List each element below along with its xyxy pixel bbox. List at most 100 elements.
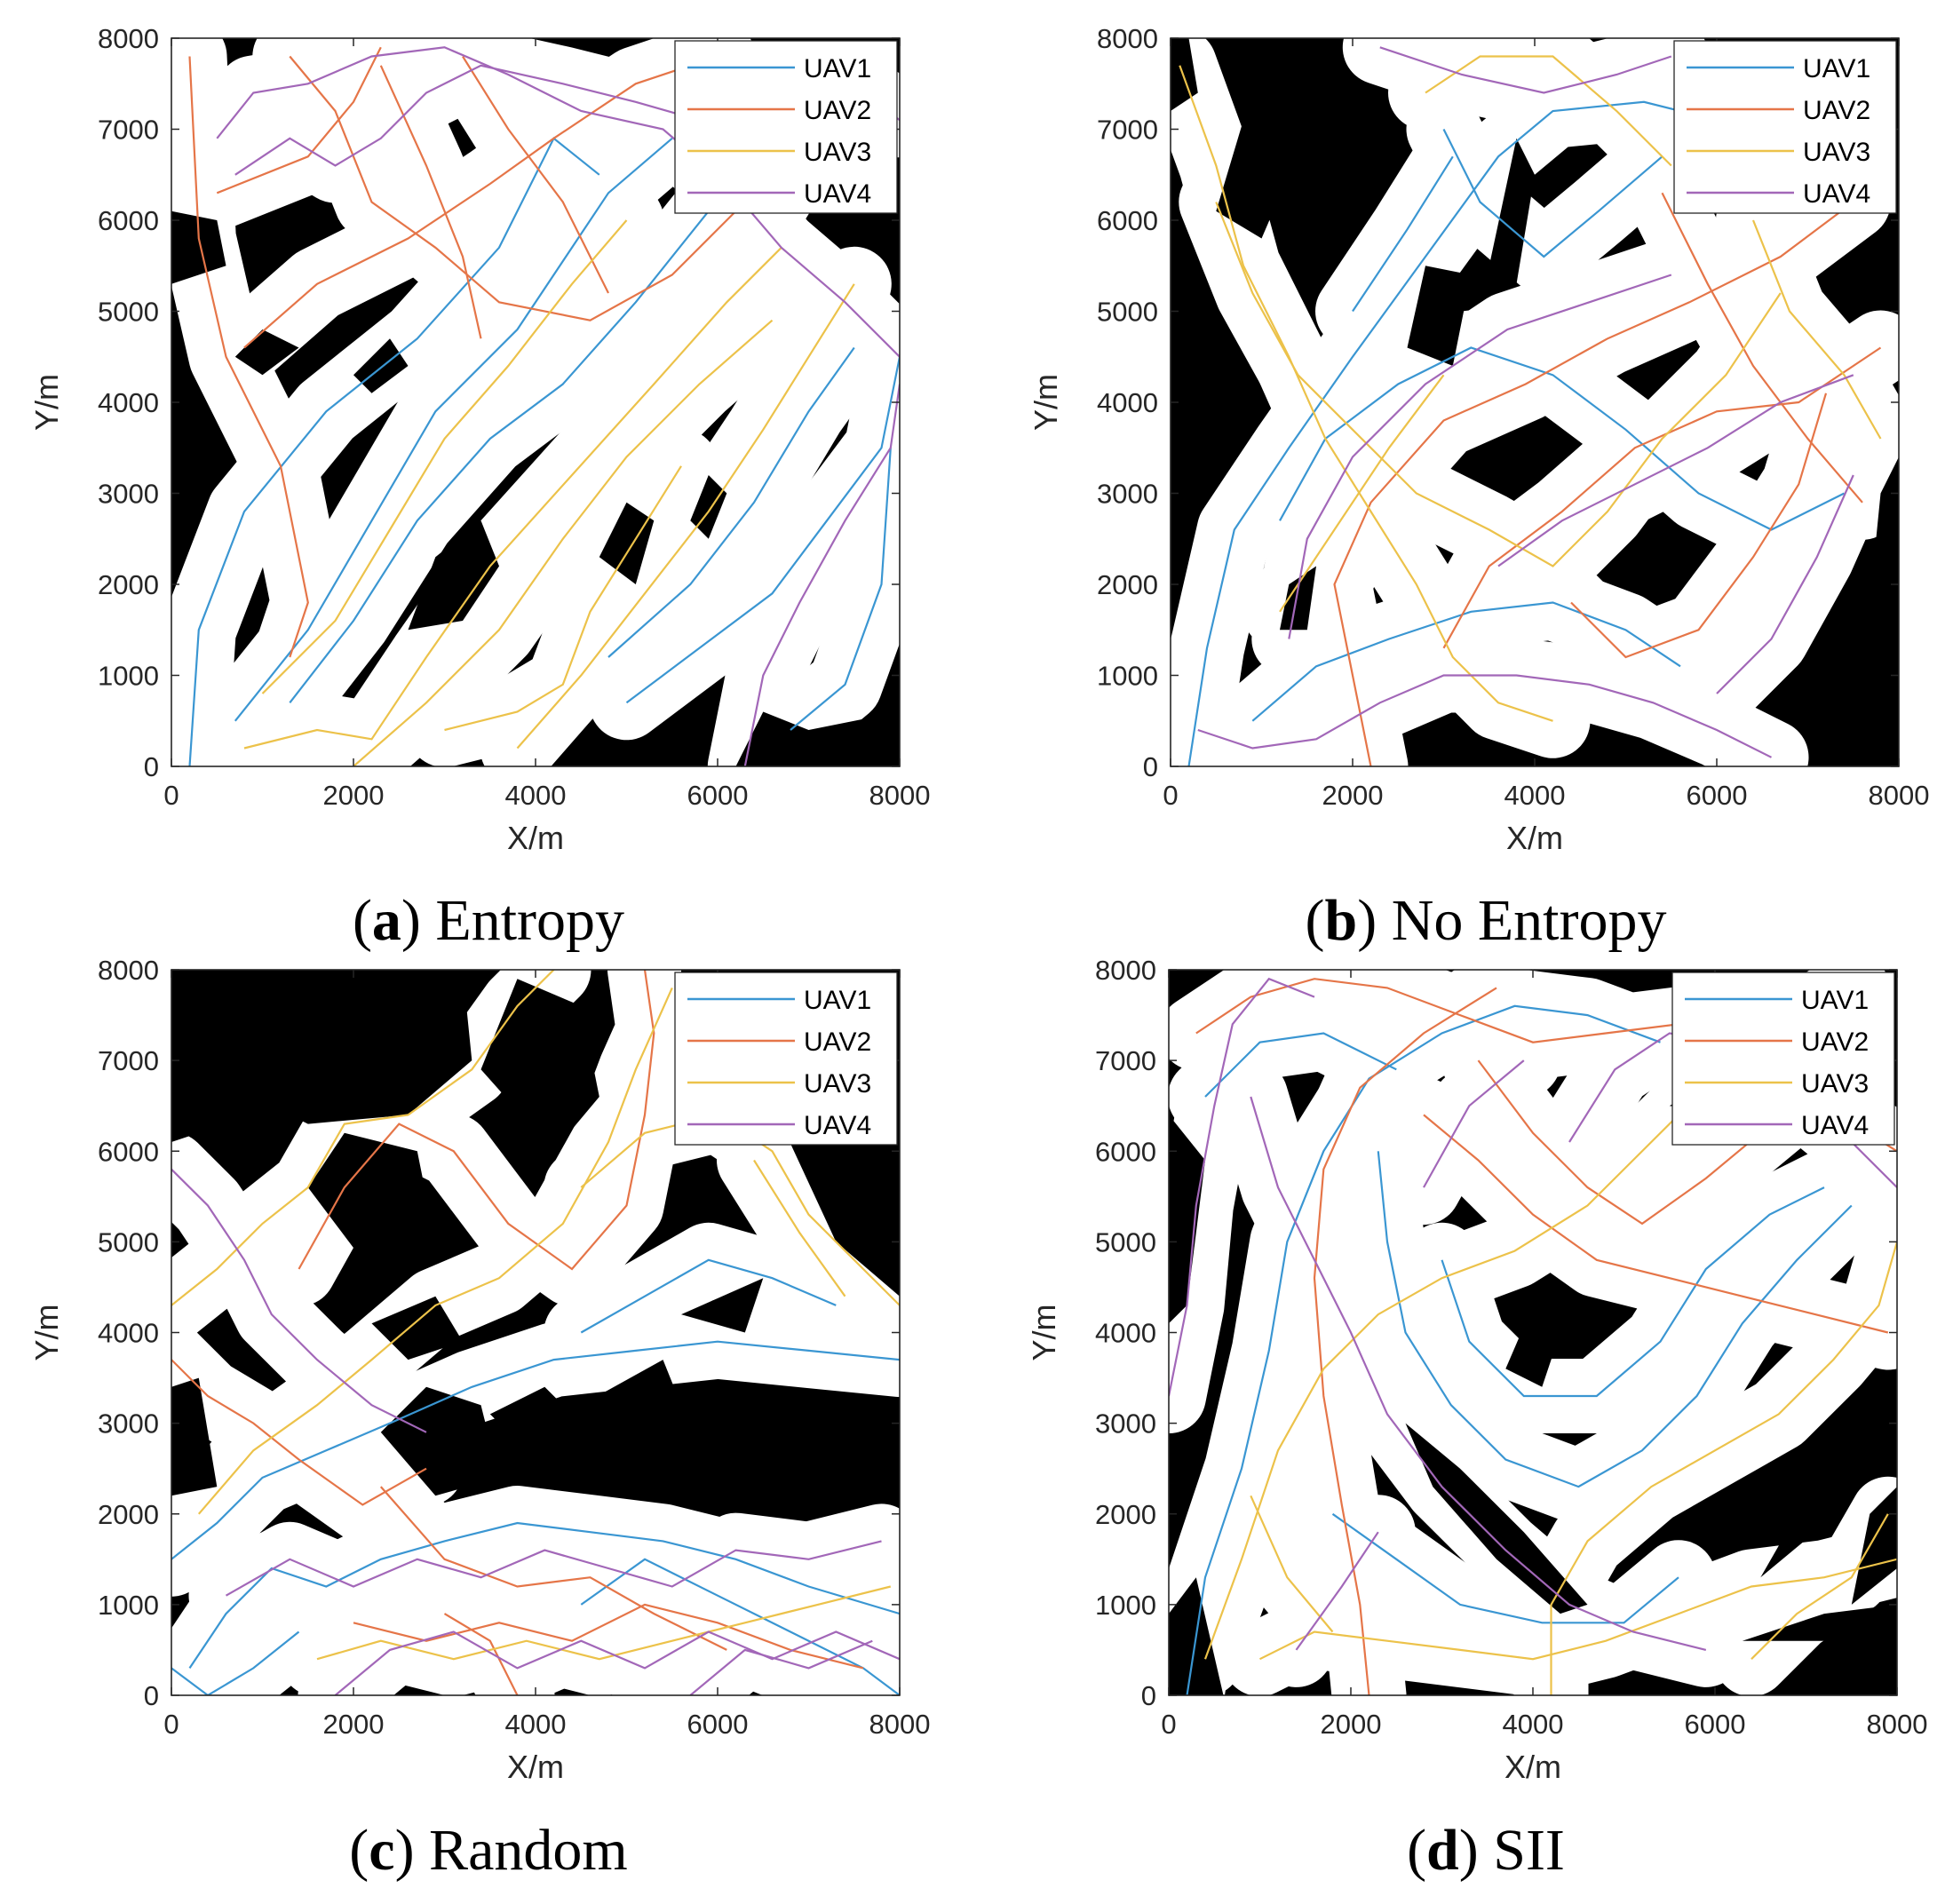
uncovered-pocket	[681, 1278, 764, 1333]
caption-open-paren: (	[1407, 1818, 1426, 1883]
trajectory-uav3	[1751, 1513, 1889, 1660]
y-tick-label: 5000	[98, 297, 159, 328]
trajectory-uav4	[225, 1540, 882, 1597]
uncovered-pocket	[1216, 120, 1290, 239]
legend-box	[1671, 972, 1895, 1146]
uncovered-pockets	[1169, 1078, 1897, 1695]
x-tick-label: 4000	[1503, 1709, 1564, 1740]
y-tick-label: 5000	[98, 1226, 159, 1257]
trajectory-uav3	[353, 319, 774, 766]
uncovered-pocket	[1171, 38, 1198, 111]
trajectory-uav2	[216, 46, 382, 194]
legend: UAV1 UAV2 UAV3 UAV4	[1673, 40, 1897, 214]
trajectory-uav3	[197, 987, 673, 1515]
y-tick-label: 4000	[1097, 387, 1158, 418]
trajectory-uav4	[234, 64, 700, 176]
trajectory-uav3	[1425, 55, 1672, 167]
y-tick-label: 3000	[1097, 479, 1158, 510]
y-axis-label: Y/m	[28, 374, 65, 431]
legend-label-uav3: UAV3	[1801, 1069, 1869, 1099]
uncovered-pocket	[1270, 47, 1353, 111]
trajectory-uav2	[379, 1486, 727, 1651]
trajectory-uav3	[1215, 202, 1782, 567]
y-tick-label: 6000	[98, 205, 159, 236]
y-tick-label: 8000	[98, 23, 159, 54]
trajectory-uav4	[1423, 1059, 1525, 1188]
y-tick-label: 5000	[1097, 297, 1158, 328]
trajectory-uav4	[216, 46, 900, 358]
trajectory-uav2	[1333, 201, 1854, 766]
caption-open-paren: (	[349, 1818, 369, 1883]
trajectory-uav2	[243, 55, 718, 349]
coverage-swath	[171, 1594, 337, 1695]
uncovered-pocket	[735, 711, 900, 766]
caption-letter: a	[372, 888, 401, 953]
uncovered-pocket	[1826, 666, 1899, 766]
y-tick-label: 1000	[1097, 661, 1158, 692]
plot-area	[171, 970, 900, 1695]
y-tick-label: 6000	[98, 1136, 159, 1167]
uncovered-pocket	[1405, 1423, 1588, 1614]
uncovered-pocket	[171, 393, 208, 494]
trajectory-uav3	[1550, 1242, 1897, 1695]
trajectory-uav1	[607, 346, 855, 658]
x-tick-label: 2000	[323, 1709, 385, 1740]
y-tick-label: 7000	[98, 115, 159, 146]
trajectory-uav1	[1331, 1512, 1679, 1624]
trajectory-uav1	[1251, 601, 1681, 722]
trajectory-uav2	[298, 970, 655, 1271]
series-uav1	[1187, 100, 1845, 766]
caption-letter: b	[1324, 888, 1357, 953]
series-uav2	[188, 46, 746, 658]
x-axis-label: X/m	[1506, 820, 1563, 856]
trajectory-uav1	[1186, 1004, 1661, 1695]
trajectory-uav1	[580, 1258, 837, 1334]
panel-caption: (d) SII	[1407, 1818, 1565, 1883]
x-axis-label: X/m	[507, 1749, 564, 1785]
x-tick-label: 8000	[869, 780, 931, 811]
trajectory-uav3	[444, 465, 682, 732]
trajectory-uav1	[289, 210, 710, 703]
panel-caption: (a) Entropy	[353, 888, 624, 953]
x-tick-label: 6000	[1685, 1709, 1746, 1740]
trajectory-uav3	[1179, 65, 1553, 722]
trajectory-uav3	[1279, 374, 1445, 613]
y-tick-label: 3000	[98, 479, 159, 510]
uncovered-pocket	[371, 1296, 463, 1361]
coverage-swath	[188, 1503, 900, 1633]
series-uav2	[1333, 192, 1882, 766]
y-axis-label: Y/m	[28, 1304, 65, 1361]
plot-area	[1171, 38, 1899, 766]
caption-letter: d	[1426, 1818, 1459, 1883]
y-tick-label: 0	[1141, 1680, 1156, 1711]
trajectory-uav4	[689, 1639, 873, 1695]
trajectory-uav2	[1423, 1114, 1889, 1334]
legend-label-uav1: UAV1	[804, 986, 871, 1015]
legend-label-uav1: UAV1	[1801, 986, 1869, 1015]
trajectory-uav3	[316, 1585, 892, 1661]
y-tick-label: 5000	[1095, 1226, 1156, 1257]
x-tick-label: 2000	[323, 780, 385, 811]
trajectory-uav3	[171, 970, 555, 1306]
y-tick-label: 8000	[1095, 955, 1156, 986]
trajectory-uav1	[1441, 1186, 1825, 1398]
y-tick-label: 7000	[98, 1045, 159, 1076]
legend-label-uav1: UAV1	[1803, 54, 1870, 83]
uncovered-pocket	[1489, 138, 1535, 284]
series-uav3	[171, 970, 900, 1661]
trajectory-uav4	[1497, 374, 1854, 567]
y-tick-label: 1000	[1095, 1590, 1156, 1621]
caption-text: No Entropy	[1392, 888, 1667, 953]
y-axis-label: Y/m	[1026, 1304, 1062, 1361]
legend-label-uav2: UAV2	[1803, 96, 1870, 125]
y-axis-label: Y/m	[1028, 374, 1064, 431]
legend: UAV1 UAV2 UAV3 UAV4	[674, 972, 898, 1146]
trajectory-uav1	[1279, 346, 1845, 531]
y-tick-label: 3000	[98, 1408, 159, 1440]
series-uav2	[171, 970, 864, 1695]
caption-text: Entropy	[435, 888, 624, 953]
x-tick-label: 6000	[1687, 780, 1748, 811]
trajectory-uav4	[1288, 274, 1672, 639]
uncovered-pocket	[1280, 566, 1316, 631]
trajectory-uav1	[1187, 100, 1827, 766]
